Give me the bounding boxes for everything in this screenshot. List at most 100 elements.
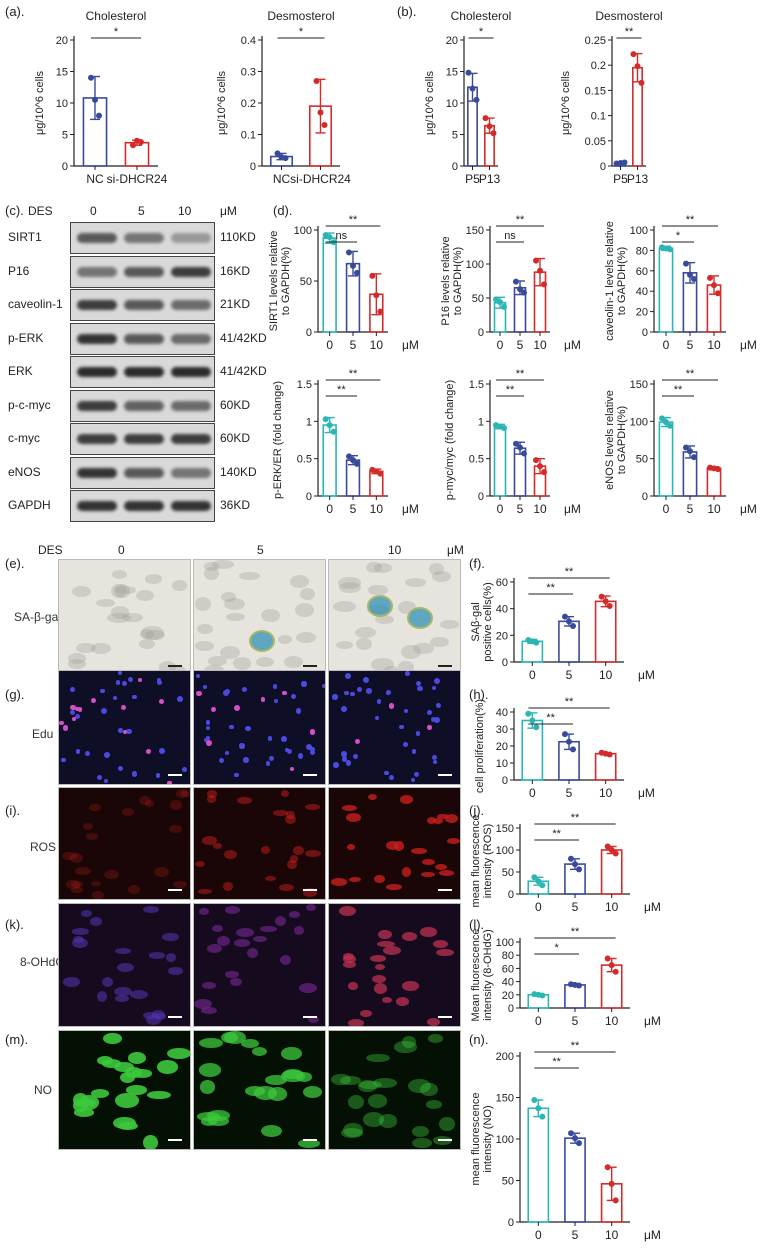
blot-size-label: 16KD: [220, 263, 251, 278]
y-tick-label: 10: [496, 758, 508, 770]
cell-blob: [194, 860, 206, 867]
blot-unit: μM: [220, 204, 237, 218]
cell-blob: [268, 1087, 288, 1101]
cell-blob: [207, 1116, 230, 1127]
data-point: [691, 454, 697, 461]
cell-blob: [421, 871, 435, 878]
y-axis-label-line: intensity (ROS): [482, 824, 494, 899]
chart-title: Cholesterol: [86, 9, 147, 23]
cell-blob: [286, 810, 296, 820]
panel-label-a: (a).: [5, 4, 25, 19]
cell-blob: [367, 794, 377, 801]
y-tick-label: 0: [452, 161, 458, 173]
cell-blob: [279, 954, 292, 966]
blot-band: [124, 233, 164, 243]
y-tick-label: 100: [294, 225, 312, 237]
cell-blob: [90, 1089, 109, 1098]
cell-blob: [204, 737, 209, 743]
micrograph: [193, 787, 326, 900]
data-point: [521, 289, 527, 296]
cell-blob: [411, 847, 427, 855]
data-point: [313, 77, 320, 84]
cell-blob: [195, 673, 201, 679]
cell-blob: [144, 800, 154, 807]
data-point: [612, 968, 619, 975]
cell-blob: [274, 698, 279, 703]
scale-bar: [303, 1016, 317, 1018]
cell-blob: [74, 707, 79, 712]
significance-label: **: [546, 582, 555, 594]
y-tick-label: 0: [508, 889, 514, 901]
cell-blob: [281, 1046, 302, 1061]
cell-blob: [286, 748, 292, 754]
x-tick-label: 5: [517, 502, 524, 516]
cell-blob: [113, 584, 131, 598]
blot-band: [77, 467, 117, 478]
data-point: [531, 874, 538, 881]
cell-blob: [75, 749, 81, 754]
data-point: [373, 468, 380, 475]
data-point: [497, 423, 503, 430]
y-tick-label: 0.5: [297, 454, 312, 466]
micrograph: [328, 903, 461, 1027]
cell-blob: [194, 640, 214, 652]
cell-blob: [426, 1018, 441, 1026]
cell-blob: [310, 729, 316, 735]
cell-blob: [336, 640, 354, 649]
cell-blob: [229, 978, 242, 987]
cell-blob: [398, 724, 404, 730]
cell-blob: [419, 927, 437, 937]
data-point: [469, 85, 476, 92]
y-tick-label: 20: [56, 35, 68, 47]
y-tick-label: 0: [600, 161, 606, 173]
cell-blob: [339, 906, 357, 917]
cell-blob: [72, 585, 92, 598]
cell-blob: [97, 1056, 114, 1066]
row-label-edu: Edu: [32, 727, 54, 741]
cell-blob: [305, 804, 320, 811]
y-tick-label: 0.5: [469, 454, 484, 466]
y-axis-label-line: P16 levels relative: [440, 236, 452, 325]
y-tick-label: 40: [496, 707, 508, 719]
cell-blob: [297, 753, 303, 759]
cell-blob: [71, 881, 84, 888]
blot-band: [124, 400, 164, 411]
cell-blob: [342, 961, 356, 969]
cell-blob: [207, 655, 227, 667]
y-tick-label: 0: [306, 327, 312, 339]
cell-blob: [331, 878, 348, 886]
data-point: [602, 598, 609, 605]
y-tick-label: 20: [636, 307, 648, 319]
y-tick-label: 1.5: [469, 379, 484, 391]
data-point: [687, 448, 693, 455]
significance-label: **: [565, 696, 574, 708]
cell-blob: [261, 608, 280, 622]
stained-cell: [249, 630, 275, 652]
cell-blob: [350, 691, 356, 697]
cell-blob: [118, 671, 123, 676]
cell-blob: [305, 849, 322, 857]
cell-blob: [218, 757, 225, 763]
cell-blob: [182, 767, 187, 773]
cell-blob: [224, 750, 230, 756]
cell-blob: [277, 635, 293, 645]
y-tick-label: 20: [502, 990, 514, 1002]
cell-blob: [206, 789, 217, 799]
cell-blob: [415, 681, 421, 687]
x-unit-label: μM: [564, 502, 581, 516]
data-point: [501, 303, 507, 310]
cell-blob: [106, 613, 131, 623]
cell-blob: [299, 587, 315, 601]
blot-band: [124, 467, 164, 478]
blot-band: [77, 400, 117, 411]
y-tick-label: 0.05: [585, 136, 606, 148]
y-axis-label-line: μg/10^6 cells: [424, 70, 436, 135]
data-point: [525, 710, 532, 717]
y-tick-label: 20: [496, 630, 508, 642]
cell-blob: [436, 703, 442, 709]
cell-blob: [219, 646, 241, 660]
cell-blob: [96, 991, 108, 1002]
panel-label-h: (h).: [469, 687, 489, 702]
cell-blob: [136, 589, 155, 601]
bar: [600, 849, 623, 895]
